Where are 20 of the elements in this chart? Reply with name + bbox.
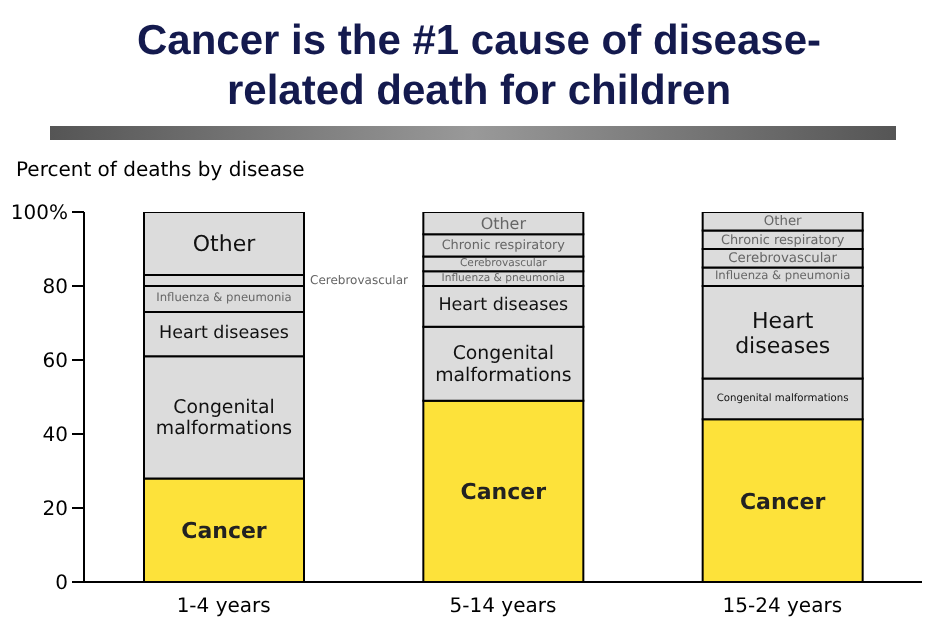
x-tick-label: 15-24 years — [722, 596, 843, 619]
y-tick-label: 40 — [42, 425, 68, 448]
x-tick-label: 1-4 years — [176, 596, 271, 619]
chart-title: Cancer is the #1 cause of disease-related death for children — [135, 16, 823, 116]
text: Heart diseases — [159, 324, 289, 345]
text: Cancer — [739, 487, 826, 514]
y-tick-label: 0 — [55, 573, 68, 596]
text: Other — [192, 230, 256, 257]
y-axis-title: Percent of deaths by disease — [16, 160, 305, 182]
text: Heart diseases — [735, 306, 831, 358]
y-tick-label: 80 — [42, 277, 68, 300]
series-label: Congenital malformations — [155, 395, 293, 440]
x-tick-label: 5-14 years — [449, 596, 557, 619]
series-label: Cancer — [460, 478, 548, 505]
y-tick-label: 100% — [10, 203, 68, 226]
text: Congenital malformations — [435, 341, 572, 386]
y-tick-label: 20 — [42, 499, 68, 522]
y-tick-label: 60 — [42, 351, 68, 374]
series-label: Heart diseases — [438, 296, 570, 317]
text: Cancer — [181, 517, 267, 544]
